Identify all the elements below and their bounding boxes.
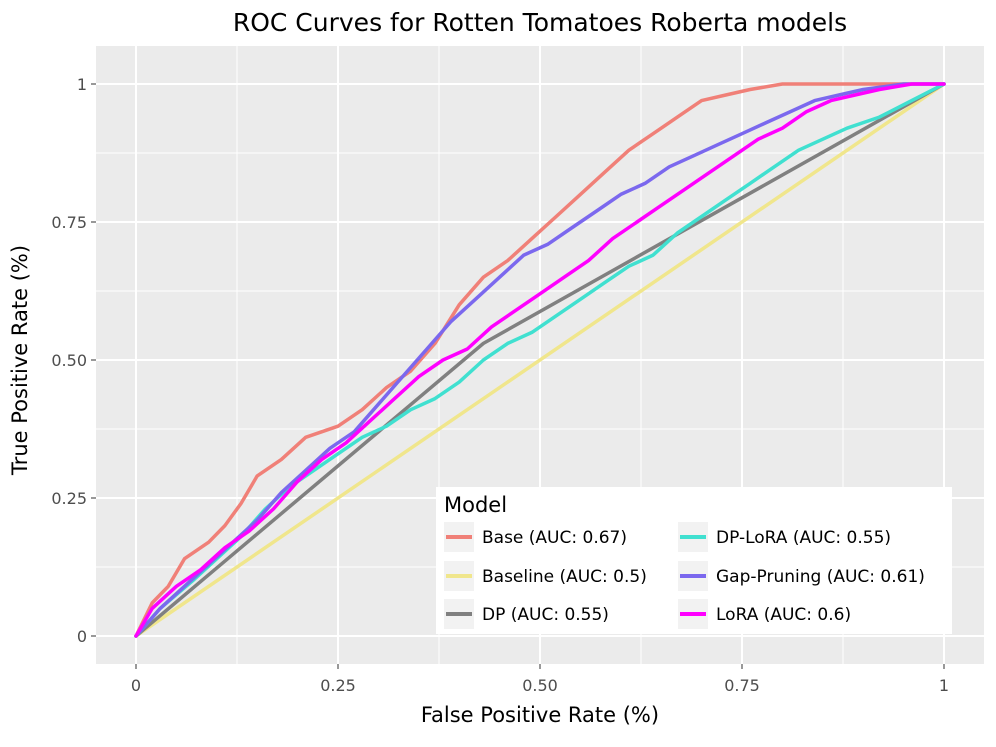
series-lines xyxy=(134,82,946,638)
x-tick-label: 1 xyxy=(939,676,949,695)
x-tick-label: 0.25 xyxy=(320,676,356,695)
legend: Model Base (AUC: 0.67) Baseline (AUC: 0.5… xyxy=(436,487,952,634)
legend-label-gap-pruning: Gap-Pruning (AUC: 0.61) xyxy=(716,567,925,587)
chart-title: ROC Curves for Rotten Tomatoes Roberta m… xyxy=(233,8,847,37)
legend-label-lora: LoRA (AUC: 0.6) xyxy=(716,605,851,625)
x-axis-title: False Positive Rate (%) xyxy=(421,703,659,727)
legend-label-dp-lora: DP-LoRA (AUC: 0.55) xyxy=(716,528,891,548)
legend-title: Model xyxy=(444,493,507,517)
legend-label-baseline: Baseline (AUC: 0.5) xyxy=(482,567,647,587)
axis-ticks: 0 0.25 0.50 0.75 1 0 0.25 0.50 0.75 1 xyxy=(51,75,949,695)
legend-label-dp: DP (AUC: 0.55) xyxy=(482,605,609,625)
y-tick-label: 1 xyxy=(77,75,87,94)
series-line-baseline xyxy=(134,82,946,638)
x-tick-label: 0.75 xyxy=(724,676,760,695)
x-tick-label: 0.50 xyxy=(522,676,558,695)
legend-label-base: Base (AUC: 0.67) xyxy=(482,528,627,548)
y-tick-label: 0 xyxy=(77,627,87,646)
y-tick-label: 0.25 xyxy=(51,489,87,508)
x-tick-label: 0 xyxy=(131,676,141,695)
series-line-gap-pruning xyxy=(134,82,946,638)
y-axis-title: True Positive Rate (%) xyxy=(8,245,32,476)
series-line-lora xyxy=(134,82,946,638)
y-tick-label: 0.50 xyxy=(51,351,87,370)
y-tick-label: 0.75 xyxy=(51,213,87,232)
series-line-dp xyxy=(134,82,946,638)
